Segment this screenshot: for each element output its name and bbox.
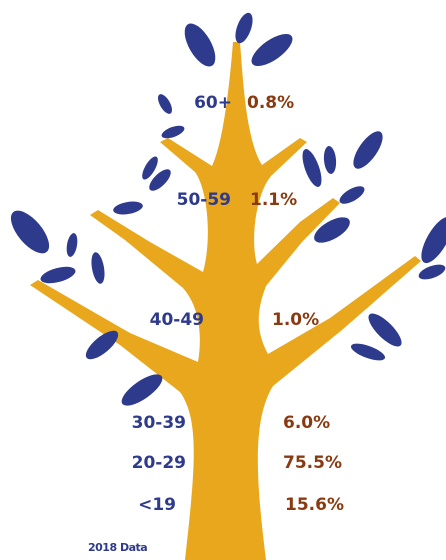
share-label: 0.8% [247, 93, 294, 113]
leaf [39, 264, 77, 287]
age-label: 30-39 [132, 413, 186, 433]
leaf [415, 212, 446, 267]
leaf [117, 369, 167, 411]
leaf [348, 127, 388, 173]
leaf [337, 183, 367, 207]
share-label: 75.5% [283, 453, 342, 473]
age-label: 20-29 [132, 453, 186, 473]
share-label: 1.0% [272, 310, 319, 330]
leaf [247, 28, 298, 72]
leaf [178, 19, 221, 72]
age-label: <19 [138, 495, 176, 515]
leaf [299, 147, 326, 189]
leaf [65, 232, 79, 257]
age-label: 50-59 [177, 190, 231, 210]
footnote: 2018 Data [88, 541, 147, 554]
leaf [349, 340, 387, 364]
share-label: 6.0% [283, 413, 330, 433]
leaf [323, 146, 337, 175]
leaf [364, 309, 406, 351]
age-label: 40-49 [150, 310, 204, 330]
leaf [89, 251, 106, 285]
leaf [155, 92, 175, 116]
page: 60+ 0.8% 50-59 1.1% 40-49 1.0% 30-39 6.0… [0, 0, 446, 560]
leaf [232, 11, 256, 46]
share-label: 15.6% [285, 495, 344, 515]
age-label: 60+ [194, 93, 232, 113]
leaf [112, 199, 144, 216]
share-label: 1.1% [250, 190, 297, 210]
leaf [160, 123, 186, 141]
leaf [4, 204, 56, 259]
leaf [417, 262, 446, 283]
tree-trunk [30, 42, 421, 560]
tree-infographic: 60+ 0.8% 50-59 1.1% 40-49 1.0% 30-39 6.0… [0, 0, 446, 560]
